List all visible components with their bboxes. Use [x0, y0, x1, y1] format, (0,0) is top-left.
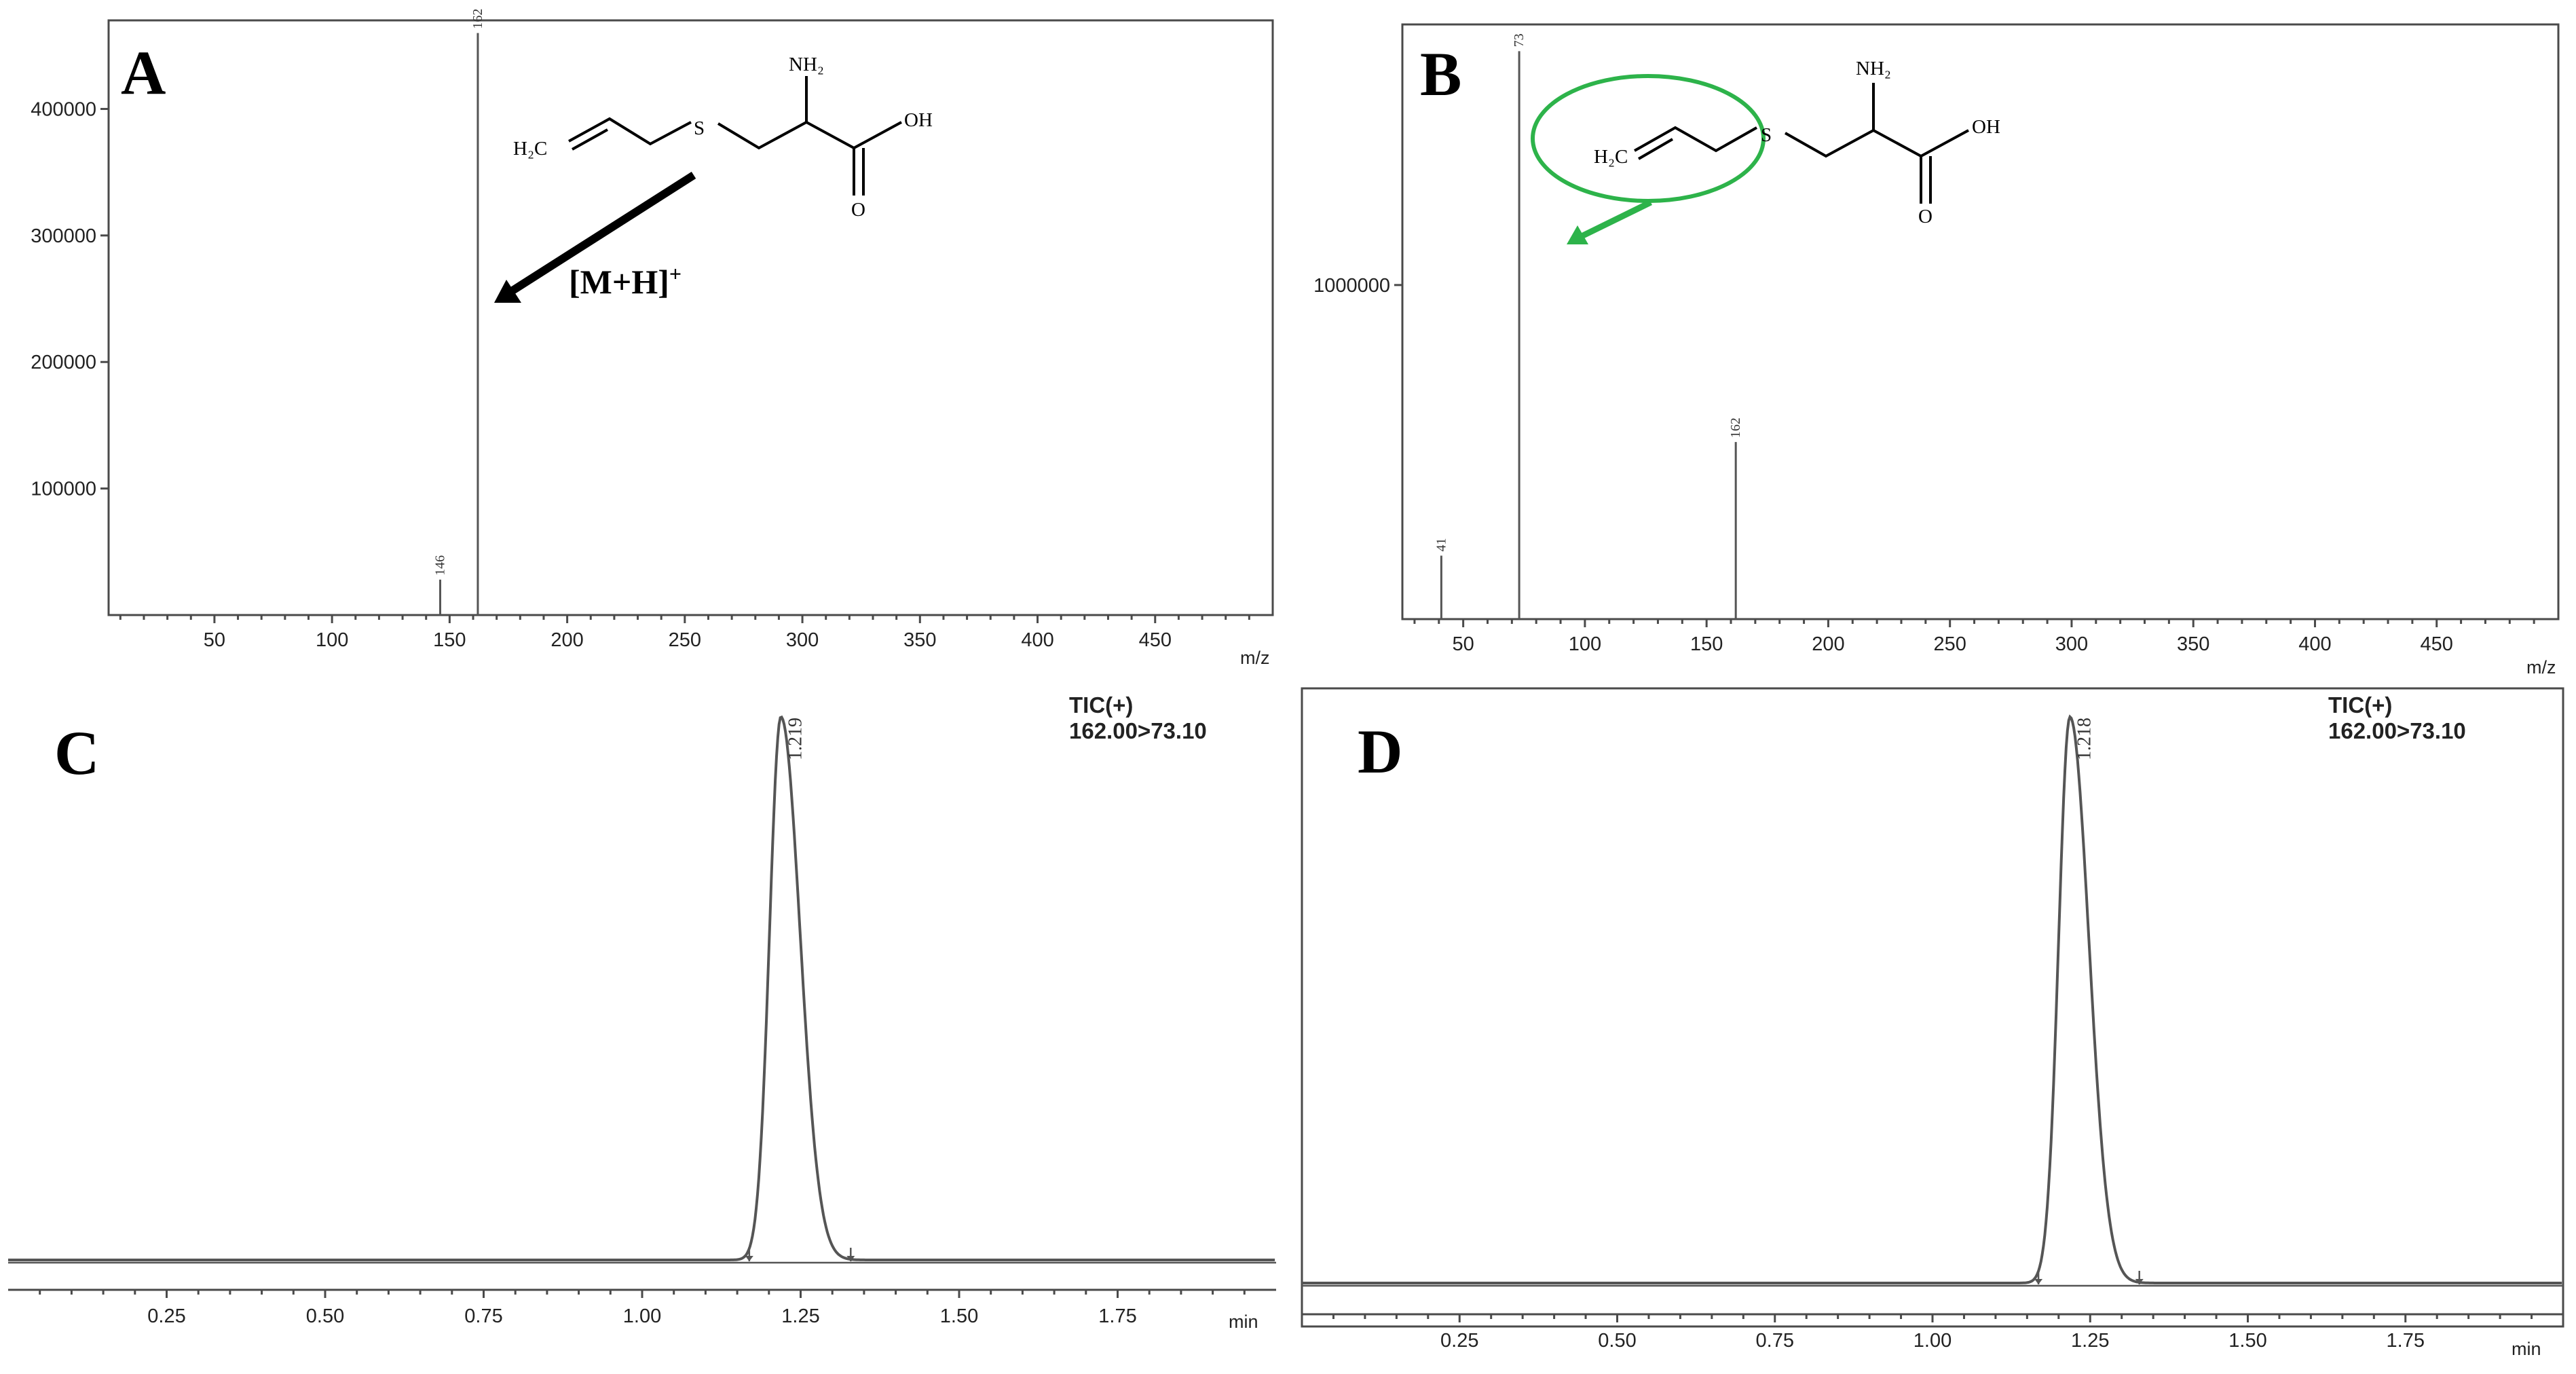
panel-c-x-tick-label: 0.50: [306, 1305, 344, 1327]
panel-c-integration-arrow: [846, 1256, 855, 1261]
panel-c-trace: [8, 715, 1275, 1261]
a-arrow-shaft: [508, 171, 696, 296]
panel-a-x-axis-label: m/z: [1240, 648, 1270, 668]
panel-b-peak-label-162: 162: [1728, 417, 1743, 438]
panel-d-peak-label: 1.218: [2074, 718, 2095, 760]
panel-d-letter: D: [1358, 717, 1402, 786]
a-atom-o: O: [851, 199, 865, 221]
panel-b-fragment-arrow: [1567, 199, 1652, 244]
panel-a-x-tick-label: 200: [550, 629, 583, 651]
b-atom-ch2: H₂C: [1594, 146, 1628, 168]
panel-a-frame: [107, 19, 1274, 616]
panel-d-x-tick-label: 0.75: [1756, 1330, 1794, 1352]
panel-b-peak-label-41: 41: [1434, 538, 1449, 551]
panel-c-x-tick-label: 1.00: [623, 1305, 661, 1327]
panel-a-peak-label-146: 146: [433, 555, 448, 576]
b-double-bond: [1637, 138, 1674, 160]
panel-c-integration-arrow: [745, 1256, 753, 1261]
panel-a-peak-label-162: 162: [470, 9, 485, 29]
panel-a-x-tick-label: 150: [433, 629, 466, 651]
panel-c-x-tick-label: 0.25: [147, 1305, 185, 1327]
panel-a-y-tick-label: 200000: [31, 352, 96, 373]
panel-d-integration-arrow: [2135, 1279, 2144, 1284]
b-bond-chain-2: [1785, 128, 1969, 158]
panel-d-x-tick-label: 1.25: [2071, 1330, 2109, 1352]
b-bond-chain-1: [1634, 126, 1757, 153]
b-arrow-head: [1567, 225, 1588, 244]
panel-c: 0.25 0.50 0.75 1.00 1.25 1.50 1.75 min C TIC(+…: [8, 692, 1276, 1332]
panel-b-x-tick-label: 100: [1569, 633, 1601, 655]
panel-c-x-axis-label: min: [1229, 1312, 1258, 1332]
panel-b-x-tick-label: 350: [2177, 633, 2209, 655]
panel-d-integration-arrow: [2034, 1279, 2043, 1284]
panel-c-x-tick-label: 1.75: [1098, 1305, 1136, 1327]
panel-d-x-tick-label: 1.00: [1914, 1330, 1952, 1352]
a-bond-chain-1: [568, 117, 692, 146]
panel-a-ion-arrow: [494, 171, 696, 303]
panel-a-x-tick-label: 450: [1139, 629, 1172, 651]
a-atom-s: S: [694, 117, 705, 139]
b-arrow-shaft: [1580, 199, 1652, 240]
panel-d-x-tick-label: 1.50: [2228, 1330, 2266, 1352]
panel-d: 0.25 0.50 0.75 1.00 1.25 1.50 1.75 min D TIC(+…: [1301, 687, 2564, 1359]
panel-a-letter: A: [121, 38, 166, 107]
panel-c-peak-label: 1.219: [785, 718, 806, 760]
a-atom-ch2: H₂C: [513, 138, 547, 160]
panel-d-channel: TIC(+): [2328, 692, 2392, 718]
panel-a-y-tick-label: 100000: [31, 479, 96, 500]
panel-b-x-tick-label: 300: [2055, 633, 2088, 655]
panel-b-structure: H₂C S NH₂ OH O: [1531, 58, 2000, 227]
panel-c-x-tick-label: 1.25: [781, 1305, 819, 1327]
panel-b-letter: B: [1420, 39, 1461, 109]
panel-a-x-tick-label: 100: [316, 629, 348, 651]
panel-d-x-tick-label: 0.50: [1598, 1330, 1636, 1352]
panel-d-transition: 162.00>73.10: [2328, 718, 2466, 743]
panel-b-x-tick-label: 50: [1452, 633, 1474, 655]
panel-b-x-tick-label: 150: [1690, 633, 1723, 655]
b-atom-o: O: [1918, 206, 1933, 227]
panel-c-x-tick-label: 0.75: [464, 1305, 502, 1327]
panel-c-x-tick-label: 1.50: [940, 1305, 978, 1327]
b-atom-nh2: NH₂: [1856, 58, 1891, 79]
panel-b-x-tick-label: 450: [2421, 633, 2453, 655]
panel-b-peak-label-73: 73: [1512, 33, 1527, 47]
panel-c-letter: C: [54, 718, 99, 787]
a-arrow-head: [494, 280, 521, 303]
a-double-bond: [572, 128, 608, 151]
panel-d-x-tick-label: 1.75: [2387, 1330, 2425, 1352]
a-atom-nh2: NH₂: [789, 54, 824, 75]
panel-b-frame: [1401, 23, 2560, 620]
b-atom-oh: OH: [1972, 116, 2000, 138]
panel-a-y-tick-label: 300000: [31, 225, 96, 247]
panel-a-ion-label: [M+H]+: [569, 261, 682, 301]
panel-a: 50 100 150 200 250 300 350 400 450 100000 200000 3…: [31, 9, 1274, 668]
panel-d-x-axis-label: min: [2512, 1339, 2541, 1359]
panel-a-x-tick-label: 300: [786, 629, 819, 651]
panel-c-transition: 162.00>73.10: [1069, 718, 1207, 743]
panel-b: 50 100 150 200 250 300 350 400 450 1000000 41 73 1…: [1313, 23, 2560, 677]
a-bond-chain-2: [717, 120, 902, 150]
panel-c-channel: TIC(+): [1069, 692, 1133, 718]
panel-b-x-tick-label: 400: [2298, 633, 2331, 655]
panel-d-trace: [1302, 714, 2562, 1284]
panel-b-x-axis-label: m/z: [2526, 657, 2556, 677]
panel-d-x-tick-label: 0.25: [1440, 1330, 1478, 1352]
b-atom-s: S: [1761, 124, 1772, 146]
b-highlight-ellipse: [1531, 74, 1766, 203]
panel-a-structure: H₂C S NH₂ OH O: [513, 54, 933, 221]
panel-d-frame: [1301, 687, 2564, 1328]
panel-b-y-tick-label: 1000000: [1313, 275, 1390, 297]
panel-a-x-tick-label: 50: [204, 629, 225, 651]
a-atom-oh: OH: [904, 109, 933, 131]
panel-a-x-tick-label: 350: [903, 629, 936, 651]
panel-b-x-tick-label: 200: [1812, 633, 1844, 655]
panel-a-x-tick-label: 400: [1021, 629, 1053, 651]
panel-a-y-tick-label: 400000: [31, 98, 96, 120]
panel-a-x-tick-label: 250: [669, 629, 701, 651]
panel-b-x-tick-label: 250: [1933, 633, 1966, 655]
